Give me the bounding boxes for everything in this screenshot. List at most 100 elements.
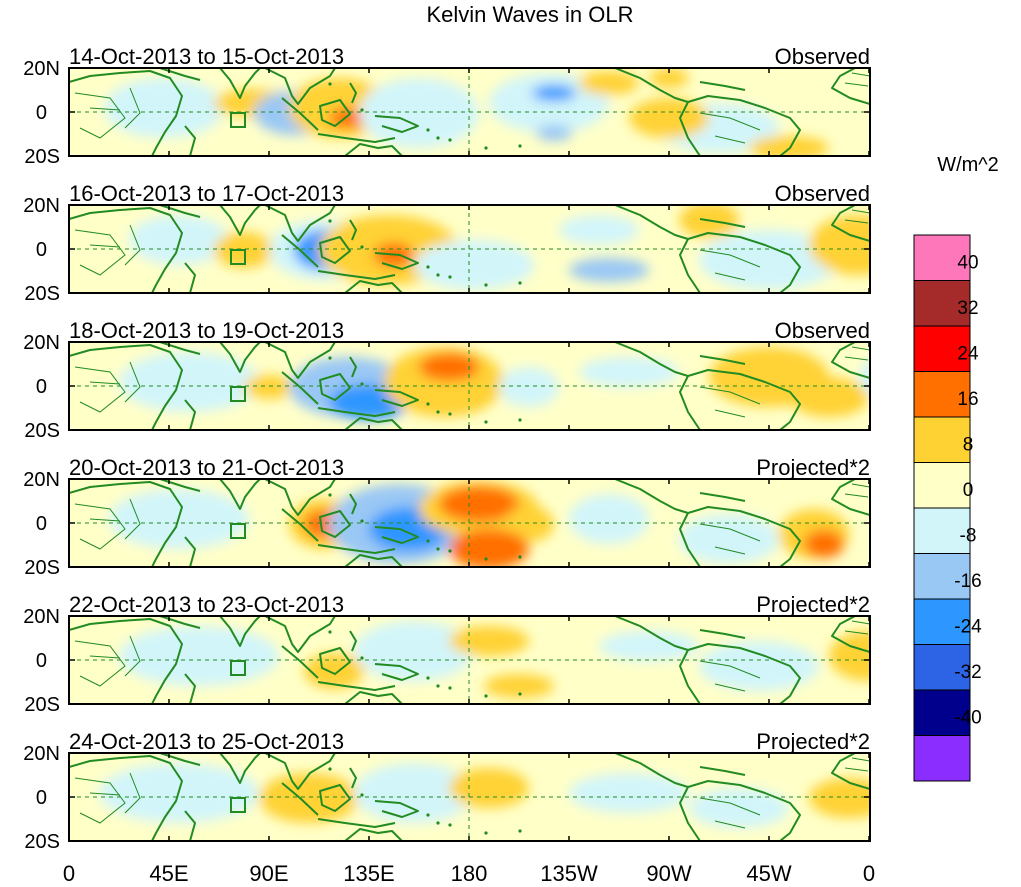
panel-1-date-range: 14-Oct-2013 to 15-Oct-2013 bbox=[69, 44, 344, 69]
colorbar-label: 16 bbox=[957, 389, 978, 410]
lat-label-20n: 20N bbox=[23, 195, 60, 217]
colorbar-label: -32 bbox=[954, 662, 981, 683]
colorbar-label: 0 bbox=[963, 480, 974, 501]
lat-label-20s: 20S bbox=[24, 694, 60, 716]
lon-label-90w: 90W bbox=[646, 861, 691, 886]
olr-anomaly-area bbox=[569, 258, 649, 282]
colorbar-swatch bbox=[913, 280, 971, 327]
lat-label-20n: 20N bbox=[23, 58, 60, 80]
panel-2-date-range: 16-Oct-2013 to 17-Oct-2013 bbox=[69, 181, 344, 206]
lat-label-eq: 0 bbox=[36, 239, 47, 261]
panel-3-date-range: 18-Oct-2013 to 19-Oct-2013 bbox=[69, 318, 344, 343]
olr-anomaly-area bbox=[679, 205, 739, 238]
lat-label-20n: 20N bbox=[23, 332, 60, 354]
lat-label-20s: 20S bbox=[24, 146, 60, 168]
colorbar-label: 24 bbox=[957, 344, 979, 365]
colorbar-label: -40 bbox=[954, 708, 981, 729]
lon-label-45e: 45E bbox=[149, 861, 188, 886]
coastlines bbox=[69, 616, 870, 704]
coastlines bbox=[69, 753, 870, 841]
olr-anomaly-area bbox=[449, 768, 529, 808]
olr-anomaly-area bbox=[699, 641, 819, 691]
olr-anomaly-area bbox=[789, 377, 869, 417]
colorbar-swatch bbox=[913, 416, 971, 463]
panel-6-date-range: 24-Oct-2013 to 25-Oct-2013 bbox=[69, 729, 344, 754]
lat-label-20n: 20N bbox=[23, 606, 60, 628]
olr-anomaly-area bbox=[439, 486, 519, 522]
olr-anomaly-area bbox=[489, 73, 609, 133]
figure-title: Kelvin Waves in OLR bbox=[426, 2, 633, 27]
lon-label-0: 0 bbox=[63, 861, 75, 886]
panel-4-kind: Projected*2 bbox=[756, 455, 870, 480]
lon-label-135e: 135E bbox=[343, 861, 394, 886]
colorbar-swatch bbox=[913, 234, 971, 281]
panel-2-kind: Observed bbox=[775, 181, 870, 206]
colorbar-swatch bbox=[913, 598, 971, 645]
olr-anomaly-area bbox=[569, 494, 649, 544]
olr-anomaly-area bbox=[259, 773, 359, 823]
colorbar-label: 32 bbox=[957, 298, 978, 319]
colorbar-label: -16 bbox=[954, 571, 981, 592]
olr-anomaly-area bbox=[579, 357, 679, 387]
olr-anomaly-area bbox=[559, 215, 639, 245]
olr-anomaly-area bbox=[119, 626, 279, 686]
colorbar-swatch bbox=[913, 462, 971, 509]
lat-label-eq: 0 bbox=[36, 650, 47, 672]
olr-anomaly-area bbox=[499, 367, 559, 407]
lat-label-20s: 20S bbox=[24, 283, 60, 305]
olr-anomaly-area bbox=[484, 674, 554, 698]
olr-anomaly-area bbox=[244, 375, 294, 399]
coastlines bbox=[69, 205, 870, 293]
lon-label-180: 180 bbox=[451, 861, 488, 886]
olr-anomaly-area bbox=[679, 514, 779, 564]
map-panel-5 bbox=[68, 615, 871, 705]
olr-anomaly-area bbox=[689, 788, 789, 828]
olr-anomaly-area bbox=[649, 68, 689, 88]
colorbar-label: -8 bbox=[960, 526, 977, 547]
colorbar: 40 32 24 16 8 0 -8 -16 -24 -32 -40 bbox=[913, 234, 982, 782]
lat-label-20s: 20S bbox=[24, 831, 60, 853]
olr-anomaly-area bbox=[809, 215, 870, 275]
panel-5-kind: Projected*2 bbox=[756, 592, 870, 617]
colorbar-swatch bbox=[913, 735, 971, 782]
colorbar-swatch bbox=[913, 371, 971, 418]
olr-anomaly-area bbox=[119, 352, 259, 412]
olr-anomaly-area bbox=[599, 631, 699, 661]
lon-label-135w: 135W bbox=[540, 861, 598, 886]
olr-anomaly-area bbox=[504, 506, 554, 542]
olr-anomaly-area bbox=[809, 778, 870, 818]
olr-anomaly-area bbox=[699, 230, 839, 290]
olr-anomaly-area bbox=[829, 631, 870, 681]
panel-1-kind: Observed bbox=[775, 44, 870, 69]
lon-label-90e: 90E bbox=[249, 861, 288, 886]
olr-anomaly-area bbox=[579, 71, 639, 95]
olr-anomaly-area bbox=[804, 530, 844, 558]
coastlines bbox=[69, 479, 870, 567]
map-panel-6 bbox=[68, 752, 871, 842]
map-panel-2 bbox=[68, 204, 871, 294]
colorbar-units: W/m^2 bbox=[937, 154, 999, 176]
longitude-labels: 0 45E 90E 135E 180 135W 90W 45W 0 bbox=[63, 861, 875, 886]
panel-5-date-range: 22-Oct-2013 to 23-Oct-2013 bbox=[69, 592, 344, 617]
lon-label-45w: 45W bbox=[746, 861, 791, 886]
panel-6-kind: Projected*2 bbox=[756, 729, 870, 754]
map-panel-1 bbox=[68, 67, 871, 157]
olr-anomaly-area bbox=[536, 125, 572, 141]
lat-label-20n: 20N bbox=[23, 743, 60, 765]
colorbar-label: 40 bbox=[957, 253, 978, 274]
colorbar-swatch bbox=[913, 507, 971, 554]
olr-anomaly-area bbox=[629, 98, 709, 138]
lat-label-eq: 0 bbox=[36, 376, 47, 398]
lat-label-20s: 20S bbox=[24, 420, 60, 442]
lon-label-360: 0 bbox=[863, 861, 875, 886]
map-panel-3 bbox=[68, 341, 871, 431]
olr-anomaly-area bbox=[104, 78, 224, 138]
olr-anomaly-area bbox=[354, 621, 474, 681]
colorbar-swatch bbox=[913, 689, 971, 736]
lat-label-20s: 20S bbox=[24, 557, 60, 579]
lat-label-20n: 20N bbox=[23, 469, 60, 491]
olr-anomaly-area bbox=[419, 353, 479, 381]
coastlines bbox=[69, 342, 870, 430]
olr-anomaly-area bbox=[569, 773, 689, 813]
